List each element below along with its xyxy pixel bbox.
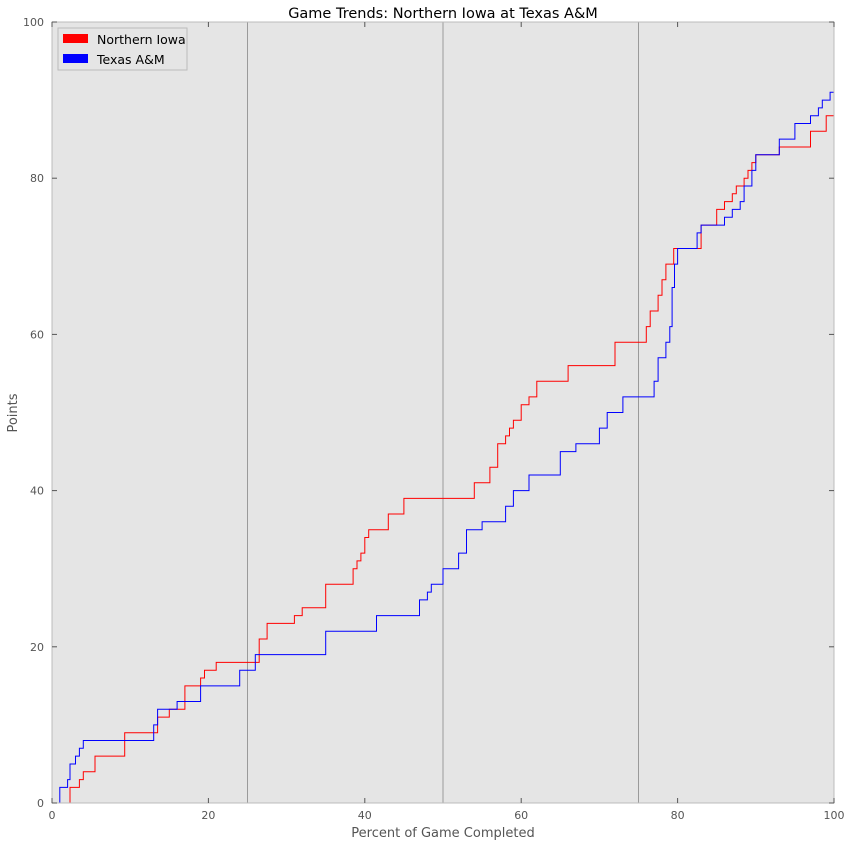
legend-label-northern-iowa: Northern Iowa xyxy=(97,32,186,47)
y-axis-label: Points xyxy=(6,393,21,432)
x-tick-label: 20 xyxy=(201,809,215,822)
series-line-northern-iowa xyxy=(52,115,834,804)
series-layer xyxy=(52,84,835,804)
legend-swatch-northern-iowa xyxy=(63,34,88,43)
x-tick-label: 60 xyxy=(514,809,528,822)
reference-lines xyxy=(247,22,639,803)
plot-frame xyxy=(51,21,835,804)
y-tick-label: 20 xyxy=(30,641,44,654)
legend-label-texas-am: Texas A&M xyxy=(96,52,165,67)
y-tick-label: 60 xyxy=(30,328,44,341)
y-tick-label: 40 xyxy=(30,485,44,498)
x-tick-label: 100 xyxy=(824,809,845,822)
x-tick-label: 0 xyxy=(49,809,56,822)
legend: Northern Iowa Texas A&M xyxy=(57,27,188,71)
y-tick-label: 80 xyxy=(30,172,44,185)
chart-title: Game Trends: Northern Iowa at Texas A&M xyxy=(288,6,598,22)
x-axis-label: Percent of Game Completed xyxy=(351,826,534,841)
y-tick-label: 100 xyxy=(23,16,44,29)
x-tick-label: 40 xyxy=(358,809,372,822)
x-tick-label: 80 xyxy=(671,809,685,822)
axis-ticks: 0 20 40 60 80 100 0 20 40 60 80 100 xyxy=(23,16,845,822)
series-line-texas-a-m xyxy=(52,84,835,804)
y-tick-label: 0 xyxy=(37,797,44,810)
legend-swatch-texas-am xyxy=(63,54,88,63)
